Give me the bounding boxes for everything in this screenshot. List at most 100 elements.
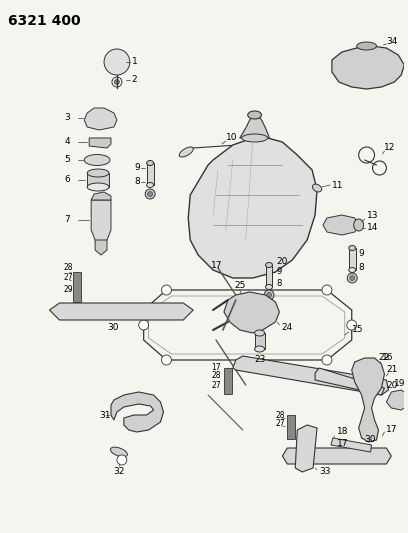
Ellipse shape [349, 268, 356, 272]
Circle shape [148, 191, 153, 197]
Text: 6321 400: 6321 400 [8, 14, 80, 28]
Text: 9: 9 [359, 249, 364, 259]
Polygon shape [282, 448, 391, 464]
Text: 17: 17 [211, 364, 221, 373]
Ellipse shape [242, 134, 268, 142]
Text: 17: 17 [386, 425, 398, 434]
Text: 2: 2 [132, 76, 137, 85]
Text: 24: 24 [282, 324, 293, 333]
Ellipse shape [179, 147, 193, 157]
Text: 27: 27 [275, 419, 285, 429]
Text: 31: 31 [99, 410, 111, 419]
Polygon shape [233, 356, 388, 395]
Polygon shape [49, 303, 193, 320]
Ellipse shape [357, 42, 377, 50]
Ellipse shape [248, 111, 262, 119]
Circle shape [264, 290, 274, 300]
Bar [87, 173, 109, 187]
Ellipse shape [84, 155, 110, 166]
Polygon shape [323, 215, 359, 235]
Text: 3: 3 [64, 114, 70, 123]
Ellipse shape [266, 262, 273, 268]
Text: 28: 28 [63, 263, 73, 272]
Bar [73, 272, 81, 302]
Circle shape [347, 273, 357, 283]
Text: 8: 8 [277, 279, 282, 287]
Ellipse shape [146, 182, 153, 188]
Text: 32: 32 [113, 467, 124, 477]
Circle shape [114, 79, 120, 85]
Text: 27: 27 [211, 382, 221, 391]
Polygon shape [331, 438, 372, 452]
Text: 12: 12 [384, 143, 396, 152]
Text: 5: 5 [64, 156, 70, 165]
Circle shape [104, 49, 130, 75]
Text: 15: 15 [352, 326, 363, 335]
Text: 9: 9 [277, 268, 282, 277]
Bar [224, 368, 232, 394]
Polygon shape [332, 46, 404, 89]
Text: 4: 4 [64, 138, 70, 147]
Polygon shape [84, 108, 117, 130]
Text: 34: 34 [386, 37, 398, 46]
Text: 25: 25 [235, 280, 246, 289]
Circle shape [322, 285, 332, 295]
Text: 18: 18 [337, 427, 348, 437]
Polygon shape [89, 138, 111, 148]
Text: 1: 1 [132, 58, 137, 67]
Polygon shape [91, 192, 111, 200]
Text: 17: 17 [211, 261, 222, 270]
Ellipse shape [111, 447, 127, 457]
Polygon shape [352, 358, 384, 442]
Text: 8: 8 [359, 263, 364, 272]
Ellipse shape [266, 285, 273, 289]
Ellipse shape [87, 169, 109, 177]
Polygon shape [236, 295, 262, 318]
Text: 20: 20 [277, 257, 288, 266]
Polygon shape [111, 392, 164, 432]
Text: 19: 19 [395, 378, 406, 387]
Text: 10: 10 [226, 133, 237, 142]
Polygon shape [95, 240, 107, 255]
Text: 6: 6 [64, 175, 70, 184]
Bar [349, 248, 356, 270]
Ellipse shape [313, 184, 322, 192]
Text: 23: 23 [254, 356, 265, 365]
Text: 8: 8 [135, 177, 140, 187]
Text: 30: 30 [107, 324, 118, 333]
Bar [266, 265, 273, 287]
Polygon shape [386, 390, 408, 410]
Circle shape [347, 320, 357, 330]
Ellipse shape [255, 346, 264, 352]
Polygon shape [315, 368, 384, 395]
Bar [146, 163, 153, 185]
Text: 21: 21 [386, 366, 398, 375]
Bar [287, 415, 295, 439]
Text: 28: 28 [211, 372, 221, 381]
Ellipse shape [146, 160, 153, 166]
Text: 27: 27 [63, 273, 73, 282]
Text: 9: 9 [135, 164, 140, 173]
Circle shape [112, 77, 122, 87]
Circle shape [162, 355, 171, 365]
Polygon shape [295, 425, 317, 472]
Ellipse shape [354, 219, 364, 231]
Polygon shape [240, 115, 270, 138]
Circle shape [117, 455, 127, 465]
Text: 16: 16 [381, 353, 393, 362]
Polygon shape [91, 200, 111, 244]
Circle shape [162, 285, 171, 295]
Polygon shape [188, 138, 317, 278]
Text: 14: 14 [367, 223, 378, 232]
Circle shape [322, 355, 332, 365]
Text: 17: 17 [337, 440, 348, 448]
Text: 29: 29 [63, 286, 73, 295]
Circle shape [139, 320, 149, 330]
Text: 22: 22 [379, 353, 390, 362]
Ellipse shape [87, 183, 109, 191]
Bar [255, 333, 264, 349]
Text: 7: 7 [64, 215, 70, 224]
Text: 33: 33 [319, 467, 330, 477]
Circle shape [350, 276, 355, 280]
Circle shape [266, 293, 271, 297]
